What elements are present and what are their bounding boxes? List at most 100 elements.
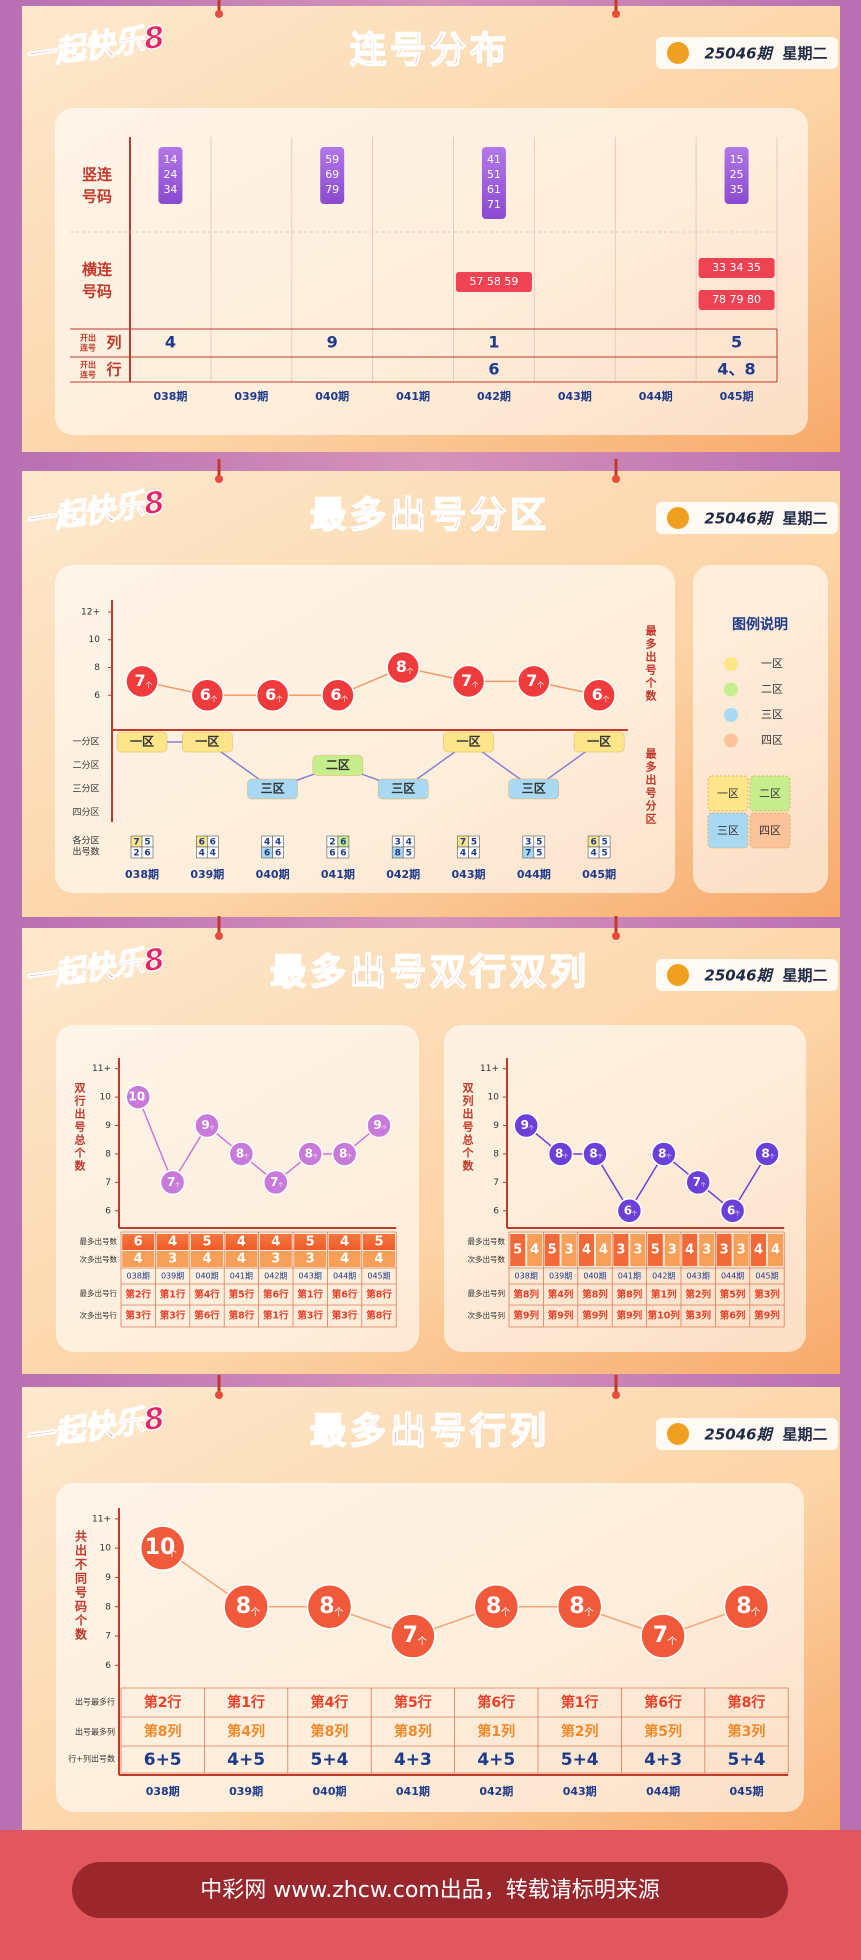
bubble-unit: 个 <box>334 1606 344 1618</box>
period: 044期 <box>517 867 551 881</box>
bubble <box>321 678 355 713</box>
count: 4 <box>530 1243 539 1258</box>
line-label: 第5列 <box>720 1289 746 1301</box>
count-cell <box>156 1251 189 1267</box>
count: 1 <box>488 333 499 352</box>
period: 045期 <box>582 867 616 881</box>
bubble-unit: 个 <box>141 1097 147 1104</box>
grid-value: 6 <box>340 849 346 859</box>
count: 5 <box>306 1235 315 1250</box>
zone-name: 一区 <box>130 735 154 749</box>
count-cell <box>733 1234 749 1266</box>
line-label: 第3行 <box>332 1310 358 1322</box>
row-label: 出号最多列 <box>75 1727 115 1737</box>
period: 043期 <box>558 389 592 403</box>
issue: 25046期 <box>704 967 774 985</box>
zone-name: 二区 <box>326 758 350 772</box>
line-label: 第1行 <box>227 1694 265 1711</box>
bubble <box>547 1141 574 1167</box>
count-cell <box>561 1234 577 1266</box>
period: 045期 <box>720 389 754 403</box>
sum: 4+5 <box>477 1750 515 1770</box>
issue: 25046期 <box>704 1426 774 1444</box>
legend-label: 二区 <box>761 683 783 696</box>
count-cell <box>751 1234 766 1266</box>
count-cell <box>664 1234 680 1266</box>
bubble <box>582 678 616 713</box>
period: 044期 <box>721 1272 744 1281</box>
bubble-unit: 个 <box>278 1182 284 1189</box>
count: 6 <box>134 1235 143 1250</box>
grid-value: 5 <box>536 849 542 859</box>
line-label: 第1行 <box>561 1694 599 1711</box>
bubble-value: 8 <box>486 1594 501 1619</box>
period: 045期 <box>730 1784 764 1798</box>
line-label: 第10列 <box>648 1310 680 1322</box>
bubble <box>719 1198 746 1224</box>
bubble <box>513 1112 539 1139</box>
grid-value: 7 <box>525 849 531 859</box>
bubble-value: 6 <box>200 685 211 704</box>
line-label: 第2列 <box>685 1289 711 1301</box>
count: 3 <box>306 1252 315 1267</box>
period: 041期 <box>618 1272 641 1281</box>
bubble <box>297 1141 323 1167</box>
bubble-value: 6 <box>265 685 276 704</box>
count-cell <box>363 1234 395 1250</box>
issue: 25046期 <box>704 510 774 528</box>
bubble-unit: 个 <box>735 1210 741 1217</box>
axis-title: 双列出号总个数 <box>461 1082 475 1173</box>
line-label: 第9列 <box>513 1310 539 1322</box>
period: 045期 <box>367 1272 390 1281</box>
line-label: 第3列 <box>754 1289 780 1301</box>
grid-value: 4 <box>275 838 281 848</box>
zone-row-label: 三分区 <box>72 784 99 795</box>
legend-grid-label: 一区 <box>717 787 739 800</box>
grid-label: 出号数 <box>72 846 99 858</box>
count: 5 <box>651 1243 660 1258</box>
line-label: 第9列 <box>548 1310 574 1322</box>
bubble <box>125 664 159 699</box>
line-label: 第8列 <box>582 1289 608 1301</box>
count-cell <box>647 1234 663 1266</box>
count-cell <box>191 1234 223 1250</box>
period: 044期 <box>646 1784 680 1798</box>
row-label-small: 连号 <box>80 343 96 353</box>
period: 043期 <box>299 1272 322 1281</box>
bubble-value: 8 <box>236 1146 244 1160</box>
row-label: 号码 <box>82 283 112 301</box>
count: 4 <box>168 1235 177 1250</box>
row-label: 最多出号列 <box>468 1288 506 1298</box>
count-cell <box>328 1251 361 1267</box>
y-tick-label: 6 <box>105 1206 111 1216</box>
y-tick-label: 12+ <box>81 607 100 617</box>
number: 57 58 59 <box>469 275 518 288</box>
number: 61 <box>487 183 501 196</box>
count-cell <box>544 1234 560 1266</box>
line-label: 第8列 <box>394 1723 432 1740</box>
count: 4 <box>771 1243 780 1258</box>
hanger-pin <box>612 475 620 483</box>
bubble <box>255 678 290 713</box>
line-label: 第6行 <box>332 1289 358 1301</box>
grid-value: 5 <box>601 849 607 859</box>
count-cell <box>225 1234 258 1250</box>
bubble-unit: 个 <box>250 1606 260 1618</box>
bubble-unit: 个 <box>597 1153 603 1160</box>
horizontal-badge <box>698 258 775 278</box>
bubble-value: 7 <box>270 1175 278 1189</box>
row-label: 列 <box>106 334 121 352</box>
y-tick-label: 8 <box>493 1149 499 1159</box>
legend-grid-cell <box>749 812 791 849</box>
count-cell <box>613 1234 629 1266</box>
vertical-badge <box>320 147 345 204</box>
panel-title: 最多出号双行双列 <box>270 952 590 993</box>
sum: 4+3 <box>394 1750 432 1770</box>
zone-name: 一区 <box>587 735 611 749</box>
bubble-value: 8 <box>236 1594 251 1619</box>
issue-box <box>656 1418 838 1450</box>
bubble-value: 9 <box>373 1118 381 1132</box>
count: 4 <box>340 1235 349 1250</box>
zone-badge <box>443 731 494 753</box>
period: 038期 <box>125 867 159 881</box>
